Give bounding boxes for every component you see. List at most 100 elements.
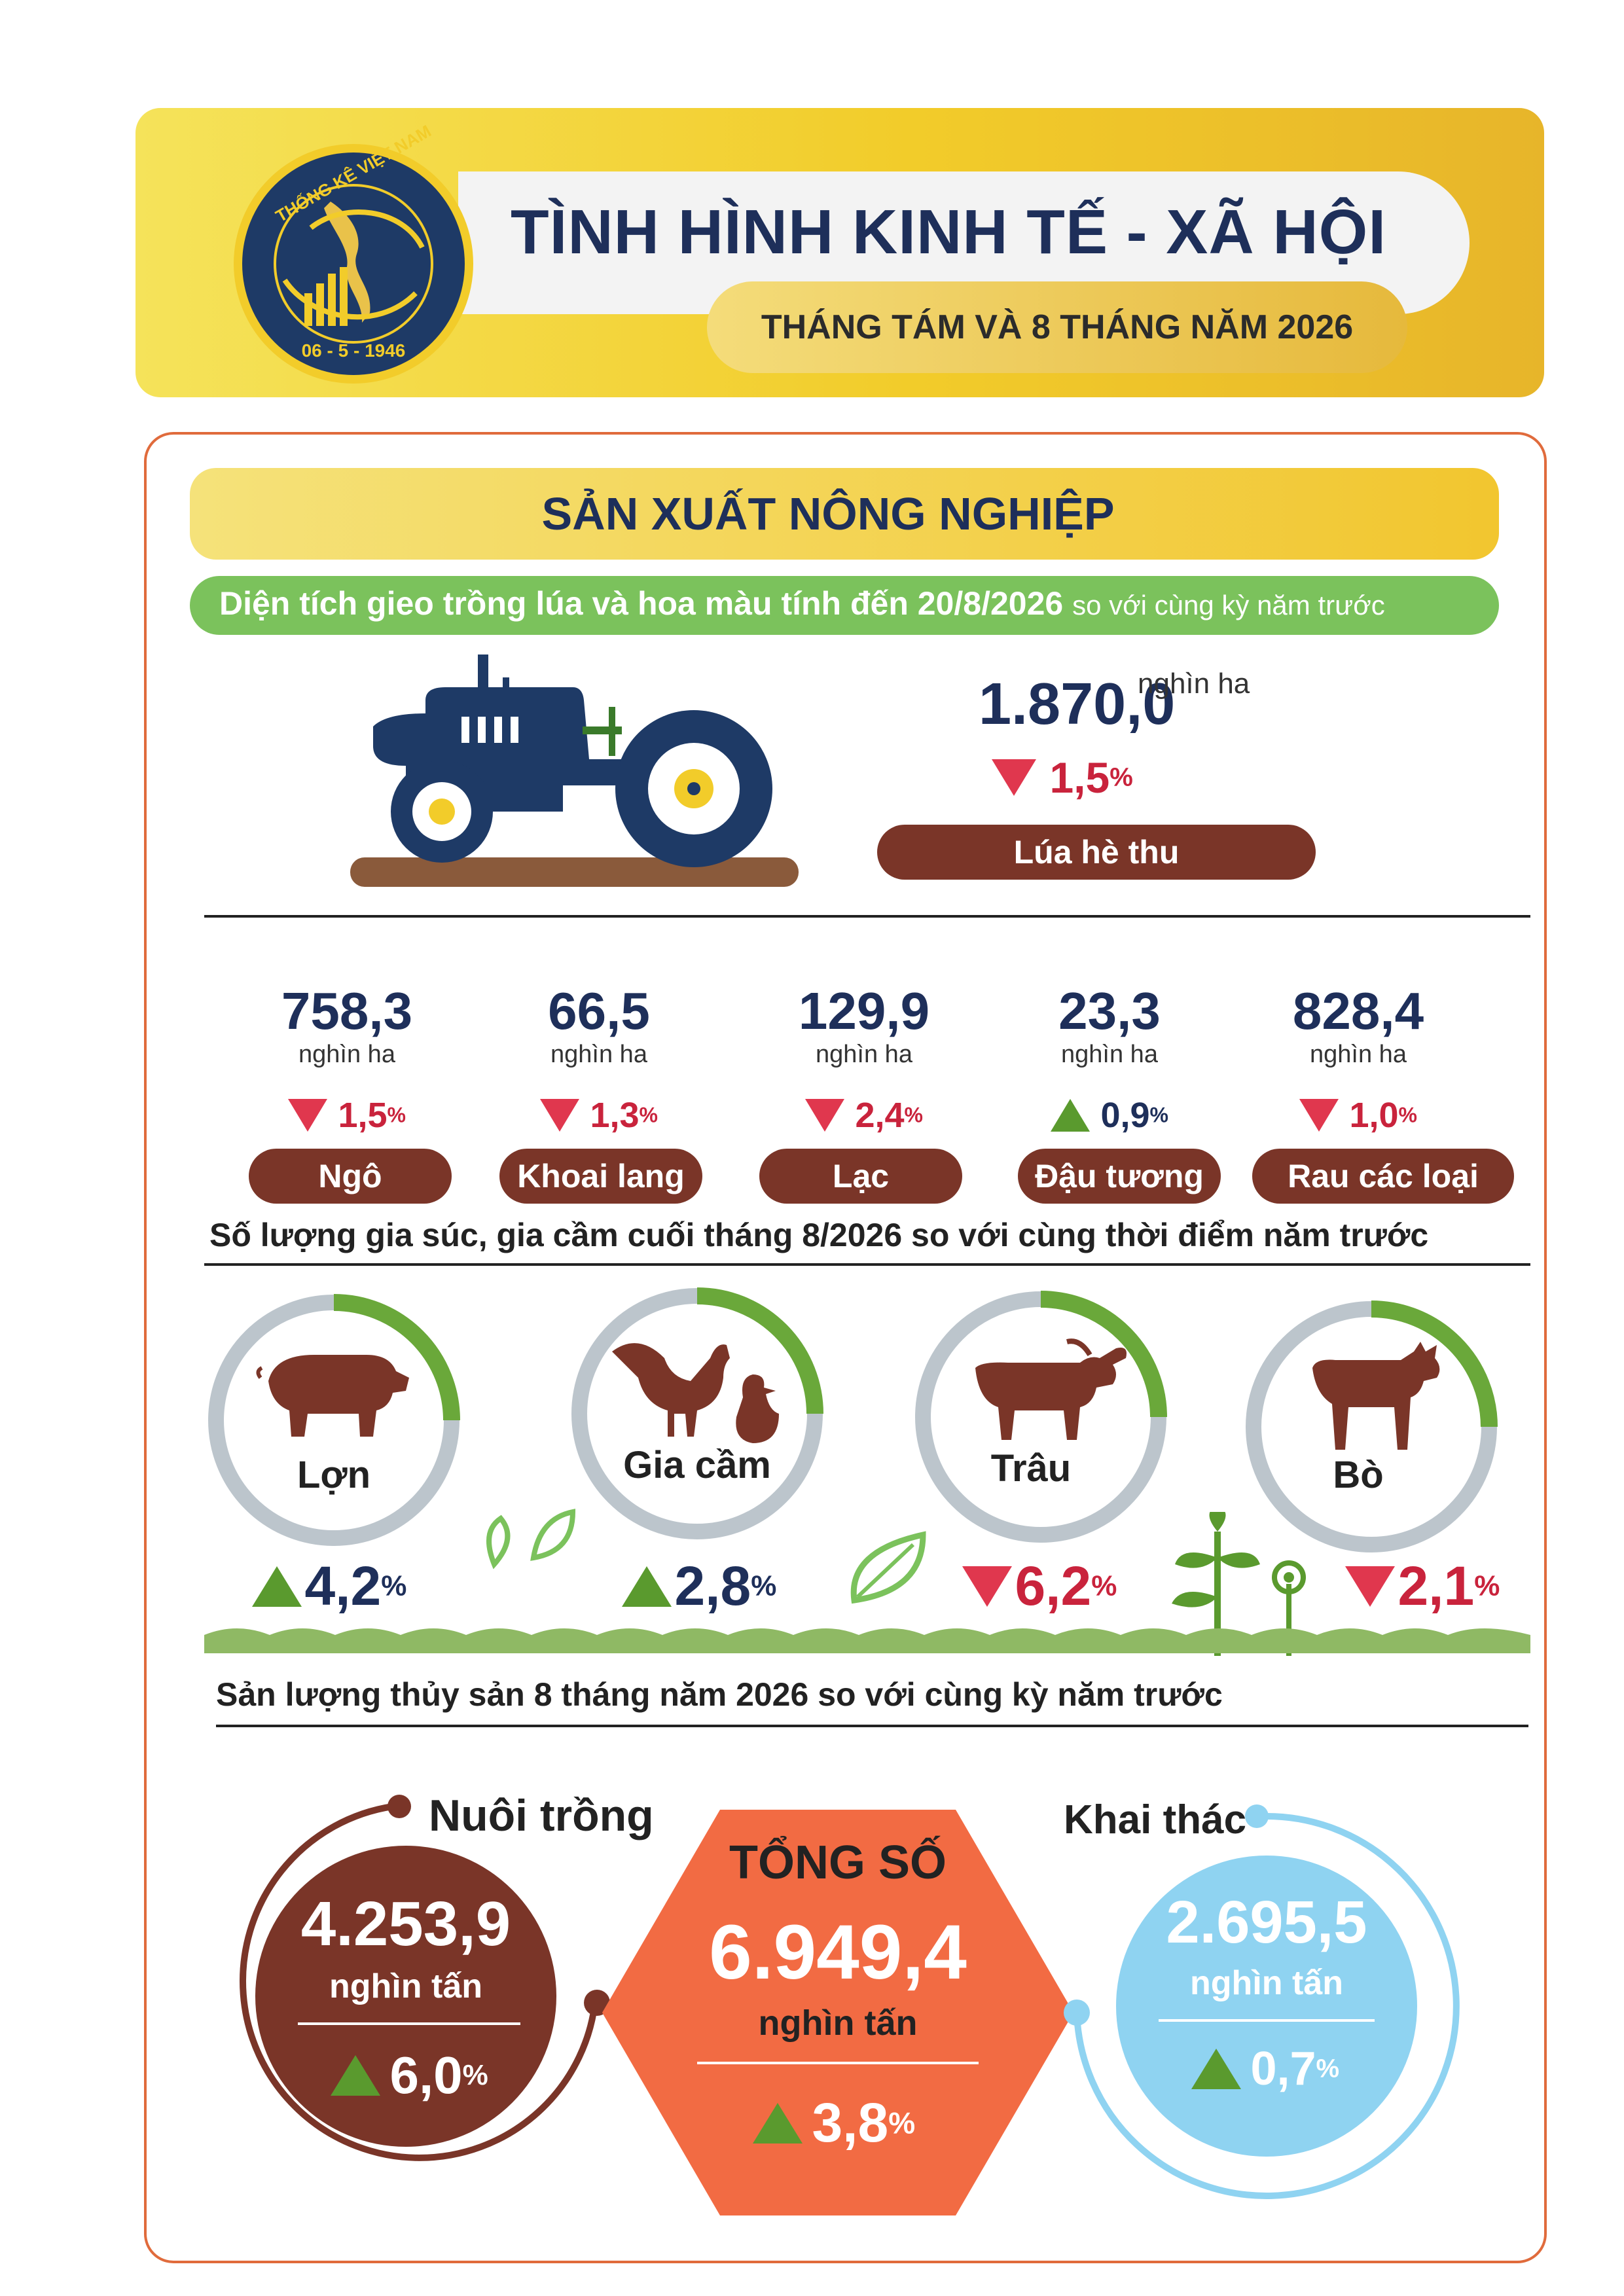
tractor-icon xyxy=(350,655,799,887)
planting-heading-bold: Diện tích gieo trồng lúa và hoa màu tính… xyxy=(219,585,1064,622)
crop-list: 758,3 nghìn ha 1,5% Ngô 66,5 nghìn ha 1,… xyxy=(223,982,1532,1224)
logo-date: 06 - 5 - 1946 xyxy=(301,340,406,361)
capture-ring xyxy=(1060,1797,1479,2215)
ring-icon xyxy=(1246,1300,1498,1552)
crop-item: 23,3 nghìn ha 0,9% xyxy=(1011,982,1208,1136)
crop-change-value: 0,9 xyxy=(1100,1096,1150,1135)
up-arrow-icon xyxy=(331,2055,380,2096)
up-arrow-icon xyxy=(753,2102,803,2144)
down-arrow-icon xyxy=(962,1566,1012,1607)
livestock-ring-buffalo xyxy=(907,1283,1175,1551)
crop-change: 1,3% xyxy=(501,1095,697,1136)
crop-item: 828,4 nghìn ha 1,0% xyxy=(1260,982,1456,1136)
leaf-icon xyxy=(844,1525,929,1613)
crop-label: Khoai lang xyxy=(499,1149,702,1204)
planting-heading-light: so với cùng kỳ năm trước xyxy=(1072,590,1385,620)
total-hexagon xyxy=(602,1810,1074,2215)
divider-2 xyxy=(204,1263,1530,1266)
section-banner xyxy=(190,468,1499,560)
poultry-icon xyxy=(612,1332,789,1453)
crop-change: 2,4% xyxy=(766,1095,962,1136)
livestock-label: Trâu xyxy=(990,1447,1072,1490)
up-arrow-icon xyxy=(1191,2049,1241,2089)
capture-change-pct: % xyxy=(1316,2054,1340,2083)
ring-icon xyxy=(1064,1804,1460,2199)
ring-icon xyxy=(208,1294,460,1546)
livestock-change-value: 2,8 xyxy=(674,1555,751,1617)
crop-change-pct: % xyxy=(387,1103,406,1127)
crop-change: 1,0% xyxy=(1260,1095,1456,1136)
capture-change-value: 0,7 xyxy=(1250,2043,1316,2095)
crop-change-pct: % xyxy=(639,1103,658,1127)
total-change-pct: % xyxy=(888,2106,916,2140)
livestock-change-value: 6,2 xyxy=(1015,1555,1092,1617)
plant-icon xyxy=(1162,1505,1326,1659)
buffalo-icon xyxy=(969,1335,1132,1450)
aquaculture-label: Nuôi trồng xyxy=(429,1791,654,1840)
down-arrow-icon xyxy=(288,1099,327,1132)
planting-heading: Diện tích gieo trồng lúa và hoa màu tính… xyxy=(219,584,1496,622)
capture-divider xyxy=(1159,2019,1375,2022)
down-arrow-icon xyxy=(992,759,1036,796)
divider-3 xyxy=(216,1725,1528,1727)
livestock-label: Bò xyxy=(1333,1454,1384,1496)
up-arrow-icon xyxy=(1051,1099,1090,1132)
crop-item: 129,9 nghìn ha 2,4% xyxy=(766,982,962,1136)
capture-label: Khai thác xyxy=(1064,1797,1247,1842)
crop-item: 66,5 nghìn ha 1,3% xyxy=(501,982,697,1136)
capture-value: 2.695,5 xyxy=(1166,1889,1367,1956)
up-arrow-icon xyxy=(622,1566,672,1607)
aquaculture-divider xyxy=(298,2022,520,2025)
divider-1 xyxy=(204,915,1530,918)
livestock-heading: Số lượng gia súc, gia cầm cuối tháng 8/2… xyxy=(209,1217,1429,1253)
aquaculture-change-pct: % xyxy=(462,2059,488,2091)
crop-unit: nghìn ha xyxy=(298,1041,395,1068)
crop-change-value: 1,3 xyxy=(590,1096,640,1135)
crop-unit: nghìn ha xyxy=(1061,1041,1158,1068)
crop-unit: nghìn ha xyxy=(816,1041,912,1068)
livestock-change: 2,8% xyxy=(622,1554,776,1618)
total-value: 6.949,4 xyxy=(709,1909,967,1996)
crop-value: 66,5 xyxy=(548,982,650,1040)
livestock-change: 2,1% xyxy=(1345,1554,1500,1618)
crop-unit: nghìn ha xyxy=(550,1041,647,1068)
rice-change: 1,5% xyxy=(992,753,1133,802)
crop-unit: nghìn ha xyxy=(1310,1041,1407,1068)
planting-banner xyxy=(190,576,1499,635)
down-arrow-icon xyxy=(1299,1099,1339,1132)
crop-value: 23,3 xyxy=(1058,982,1161,1040)
cow-icon xyxy=(1309,1342,1447,1456)
crop-change-pct: % xyxy=(1398,1103,1417,1127)
rice-change-value: 1,5 xyxy=(1049,753,1110,802)
aquaculture-value: 4.253,9 xyxy=(300,1889,511,1959)
crop-label: Ngô xyxy=(249,1149,452,1204)
up-arrow-icon xyxy=(252,1566,302,1607)
crop-label: Lạc xyxy=(759,1149,962,1204)
crop-label: Đậu tương xyxy=(1018,1149,1221,1204)
crop-change: 1,5% xyxy=(249,1095,445,1136)
crop-change: 0,9% xyxy=(1011,1095,1208,1136)
crop-change-pct: % xyxy=(904,1103,923,1127)
aquaculture-unit: nghìn tấn xyxy=(329,1967,482,2005)
crop-value: 828,4 xyxy=(1292,982,1424,1040)
rice-area-unit: nghìn ha xyxy=(1138,668,1250,700)
tractor-illustration xyxy=(347,648,805,890)
livestock-ring-pig xyxy=(200,1286,468,1554)
logo-emblem-icon xyxy=(234,144,473,384)
leaf-icon xyxy=(481,1505,579,1581)
livestock-change-pct: % xyxy=(1474,1570,1500,1602)
down-arrow-icon xyxy=(1345,1566,1395,1607)
total-label: TỔNG SỐ xyxy=(729,1837,947,1889)
aquaculture-change-value: 6,0 xyxy=(389,2046,463,2104)
crop-value: 129,9 xyxy=(798,982,930,1040)
total-change: 3,8% xyxy=(753,2091,915,2155)
capture-unit: nghìn tấn xyxy=(1190,1964,1343,2002)
livestock-change: 4,2% xyxy=(252,1554,406,1618)
livestock-change-pct: % xyxy=(1091,1570,1117,1602)
fishery-heading: Sản lượng thủy sản 8 tháng năm 2026 so v… xyxy=(216,1676,1223,1713)
livestock-change-value: 4,2 xyxy=(304,1555,382,1617)
rice-label: Lúa hè thu xyxy=(877,825,1316,880)
livestock-ring-poultry xyxy=(563,1280,831,1548)
crop-change-value: 2,4 xyxy=(855,1096,905,1135)
livestock-change-pct: % xyxy=(381,1570,407,1602)
